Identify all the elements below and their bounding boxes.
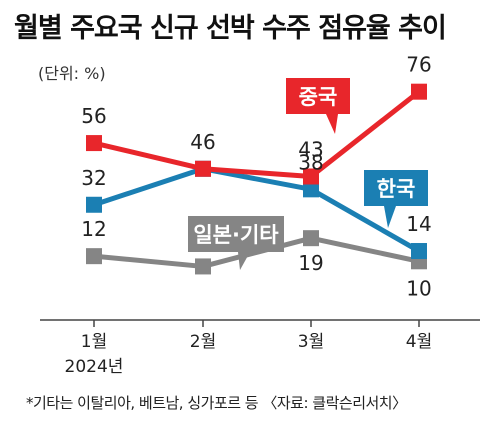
unit-label: (단위: %) bbox=[38, 64, 106, 83]
value-label-japan-other-4: 10 bbox=[406, 276, 431, 300]
x-tick-label-2: 2월 bbox=[190, 332, 216, 352]
legend-pointer-japan-other bbox=[238, 252, 250, 270]
x-tick-label-4: 4월 bbox=[406, 332, 432, 352]
marker-korea-3 bbox=[303, 181, 319, 198]
series-line-japan-other bbox=[93, 235, 420, 269]
value-label-korea-4: 14 bbox=[406, 212, 431, 236]
legend-pointer-korea bbox=[384, 206, 396, 228]
value-label-china-4: 76 bbox=[406, 53, 431, 77]
legend-label-korea: 한국 bbox=[377, 177, 416, 201]
legend-box-china bbox=[286, 78, 350, 114]
marker-china-1 bbox=[86, 135, 102, 152]
marker-china-3 bbox=[303, 168, 319, 185]
legend-pointer-china bbox=[326, 114, 338, 134]
legend-label-china: 중국 bbox=[299, 85, 338, 109]
x-tick-label-1: 1월 bbox=[81, 332, 107, 352]
series-line-korea bbox=[93, 166, 421, 254]
marker-korea-4 bbox=[411, 243, 427, 260]
footnote: *기타는 이탈리아, 베트남, 싱가포르 등 〈자료: 클락슨리서치〉 bbox=[26, 394, 407, 412]
marker-japan-other-1 bbox=[86, 248, 102, 265]
marker-china-4 bbox=[411, 83, 427, 100]
legend-label-japan-other: 일본·기타 bbox=[193, 223, 279, 247]
legend-box-japan-other bbox=[188, 216, 284, 252]
marker-korea-1 bbox=[86, 196, 102, 213]
value-label-japan-other-1: 12 bbox=[81, 217, 106, 241]
series-line-china bbox=[93, 89, 421, 179]
value-label-japan-other-3: 19 bbox=[298, 251, 323, 275]
value-label-korea-1: 32 bbox=[81, 166, 106, 190]
value-label-china-3: 43 bbox=[298, 137, 323, 161]
value-label-china-2: 46 bbox=[190, 130, 215, 154]
value-label-korea-3: 38 bbox=[298, 150, 323, 174]
x-year-label: 2024년 bbox=[65, 357, 124, 377]
x-tick-label-3: 3월 bbox=[298, 332, 324, 352]
marker-japan-other-3 bbox=[303, 230, 319, 247]
chart-title: 월별 주요국 신규 선박 수주 점유율 추이 bbox=[14, 13, 447, 44]
marker-japan-other-2 bbox=[195, 258, 211, 275]
marker-china-2 bbox=[195, 160, 211, 177]
legend-box-korea bbox=[364, 170, 428, 206]
value-label-china-1: 56 bbox=[81, 104, 106, 128]
